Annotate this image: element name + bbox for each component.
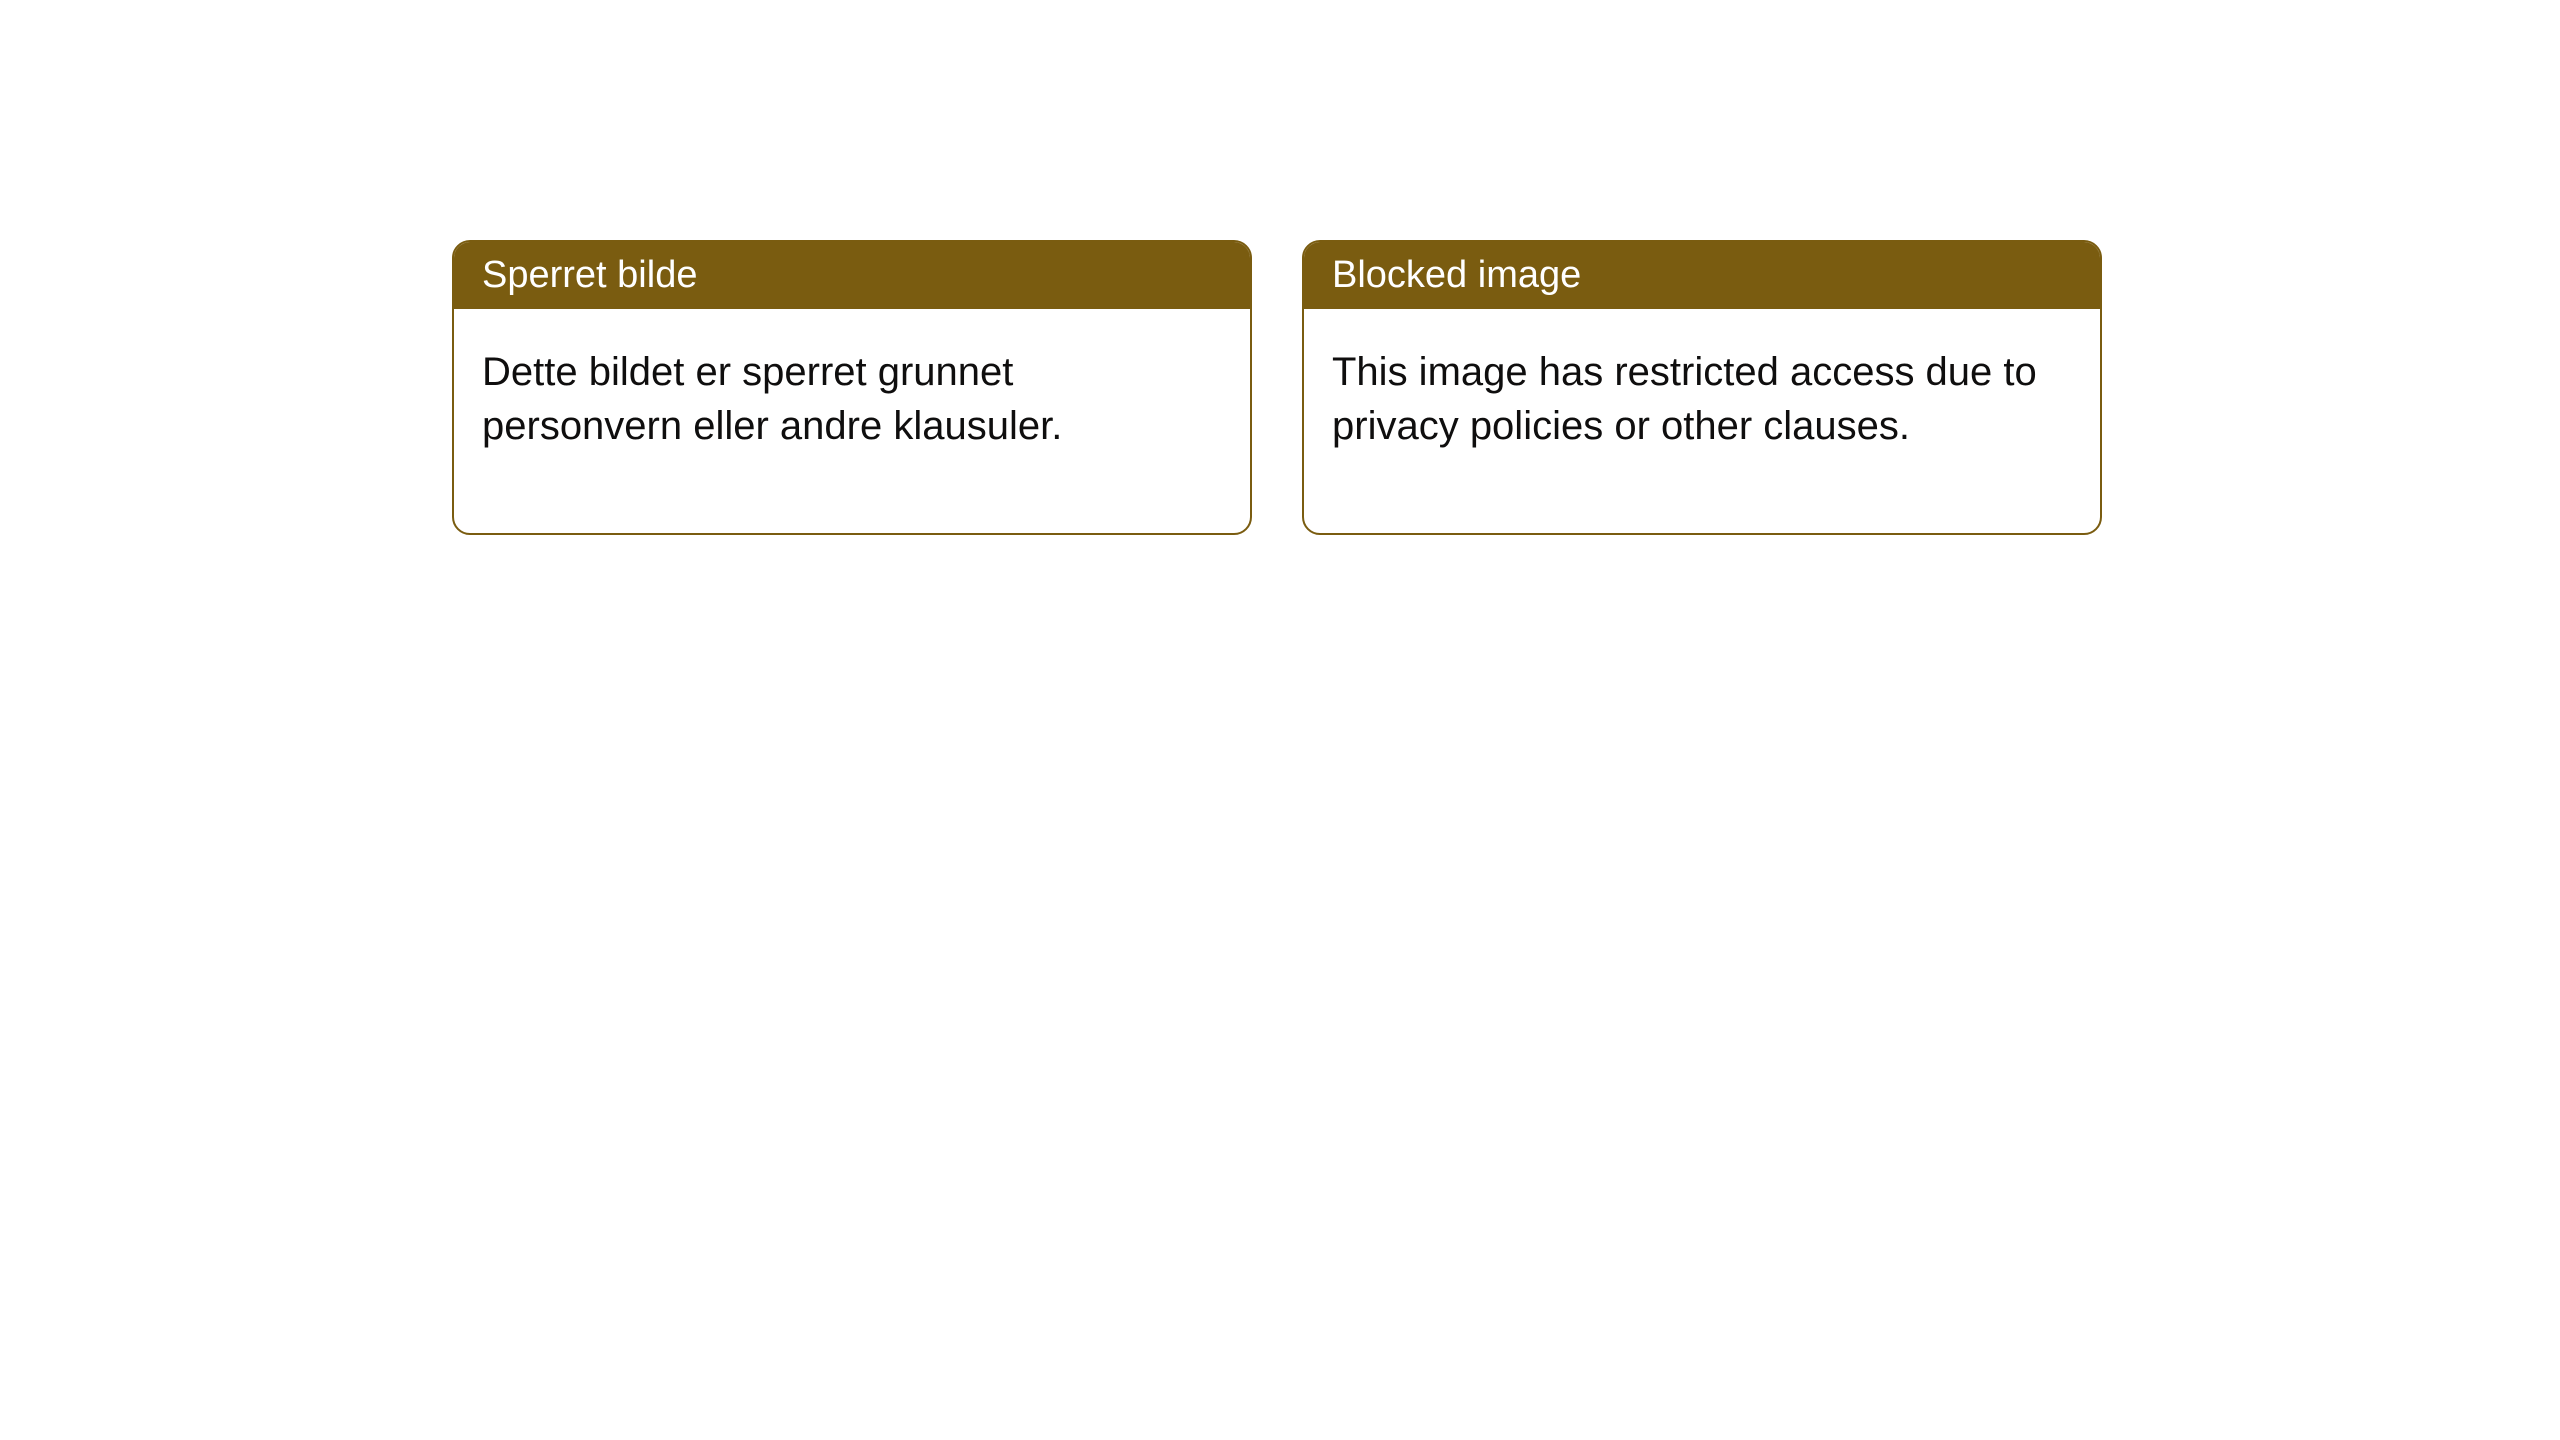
notice-header: Blocked image (1304, 242, 2100, 309)
notice-card-norwegian: Sperret bilde Dette bildet er sperret gr… (452, 240, 1252, 535)
notice-header: Sperret bilde (454, 242, 1250, 309)
notice-card-english: Blocked image This image has restricted … (1302, 240, 2102, 535)
notice-body: This image has restricted access due to … (1304, 309, 2100, 533)
notice-body: Dette bildet er sperret grunnet personve… (454, 309, 1250, 533)
notice-container: Sperret bilde Dette bildet er sperret gr… (0, 0, 2560, 535)
